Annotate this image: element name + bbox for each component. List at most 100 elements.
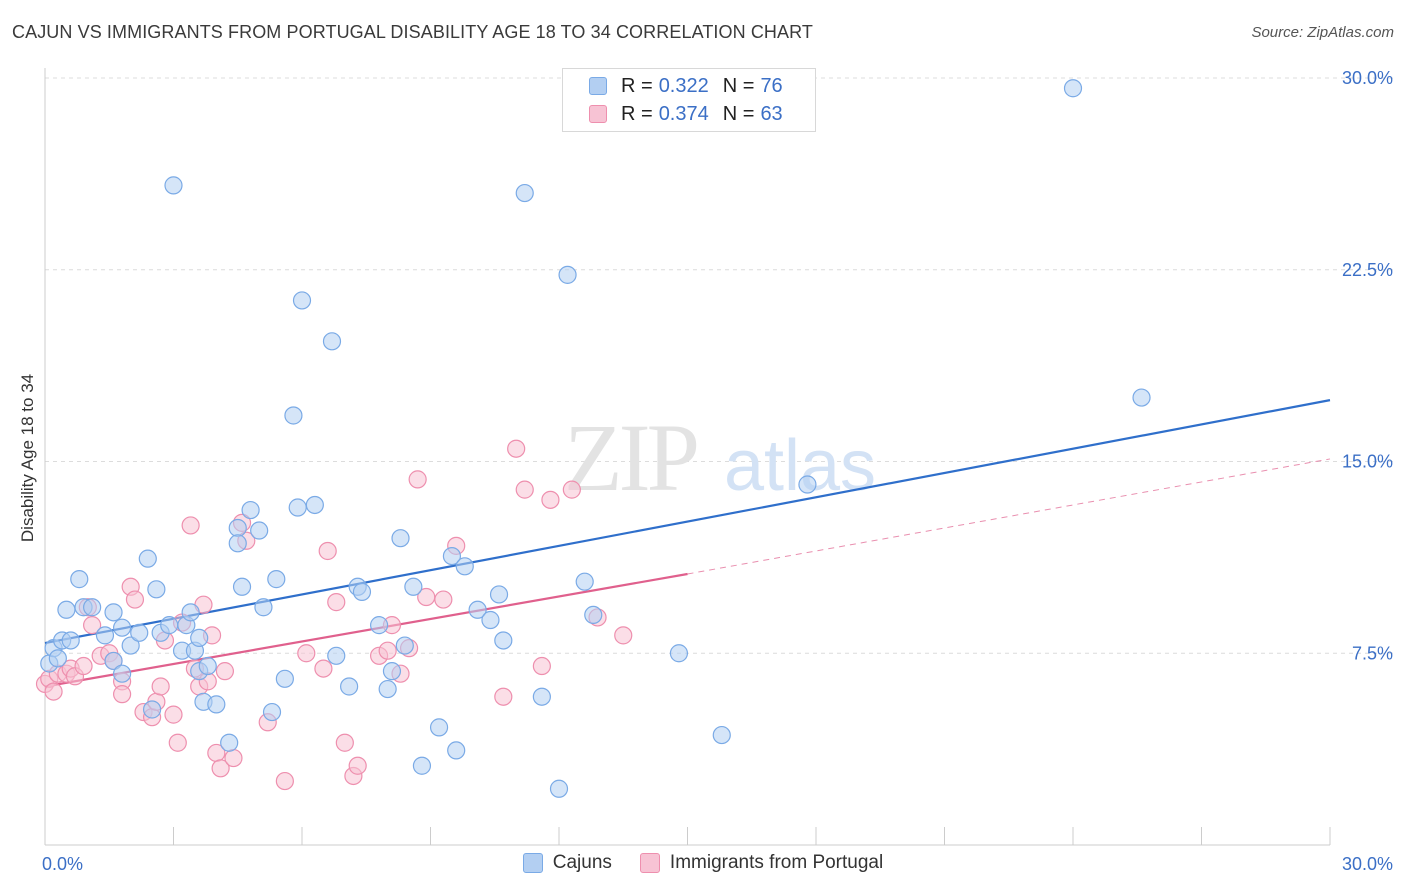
- cajuns-point: [284, 406, 303, 425]
- portugal-point: [275, 771, 294, 791]
- portugal-point: [112, 685, 132, 704]
- cajuns-point: [412, 756, 432, 775]
- portugal-point: [507, 439, 526, 458]
- cajuns-point: [83, 598, 102, 617]
- cajuns-point: [250, 521, 269, 540]
- portugal-point: [181, 516, 200, 535]
- cajuns-point: [267, 570, 286, 589]
- cajuns-point: [254, 598, 273, 617]
- cajuns-point: [481, 610, 500, 630]
- portugal-point: [562, 480, 581, 499]
- portugal-point: [168, 733, 187, 752]
- cajuns-point: [160, 616, 179, 635]
- cajuns-point: [198, 656, 217, 676]
- cajuns-point: [382, 662, 402, 681]
- portugal-point: [224, 748, 243, 768]
- chart-source: Source: ZipAtlas.com: [1251, 24, 1394, 41]
- n-label: N =: [722, 74, 755, 97]
- cajuns-legend-swatch: [522, 853, 543, 873]
- portugal-point: [494, 687, 513, 706]
- portugal-point: [378, 641, 397, 660]
- cajuns-point: [275, 669, 294, 688]
- cajuns-point: [112, 664, 132, 683]
- stats-legend: R = 0.322 N = 76 R = 0.374 N = 63: [562, 68, 816, 132]
- cajuns-point: [138, 549, 157, 568]
- portugal-legend-swatch: [639, 853, 660, 873]
- stats-legend-row-portugal: R = 0.374 N = 63: [589, 101, 797, 127]
- cajuns-point: [327, 646, 346, 665]
- legend-item-portugal[interactable]: Immigrants from Portugal: [639, 852, 884, 874]
- cajuns-point: [130, 623, 149, 642]
- cajuns-point: [549, 779, 569, 798]
- portugal-point: [532, 656, 551, 676]
- cajuns-point: [95, 626, 115, 645]
- cajuns-point: [262, 702, 282, 722]
- cajuns-point: [1132, 388, 1151, 407]
- tick-labels: 7.5% 15.0% 22.5% 30.0% 0.0% 30.0%: [42, 68, 1393, 874]
- portugal-point: [515, 480, 534, 499]
- cajuns-point: [468, 600, 487, 619]
- cajuns-point: [447, 741, 466, 760]
- cajuns-point: [292, 291, 312, 310]
- cajuns-point: [147, 580, 166, 599]
- portugal-point: [314, 659, 333, 678]
- portugal-swatch: [589, 105, 607, 123]
- cajuns-point: [340, 677, 359, 696]
- portugal-point: [151, 677, 170, 696]
- cajuns-point: [142, 700, 162, 719]
- cajuns-point: [378, 679, 397, 699]
- watermark-atlas: atlas: [724, 426, 876, 506]
- cajuns-point: [164, 176, 183, 195]
- portugal-trend-line: [44, 572, 688, 688]
- cajuns-point: [575, 572, 594, 591]
- cajuns-point: [57, 600, 76, 619]
- cajuns-point: [798, 475, 817, 494]
- portugal-point: [297, 644, 316, 663]
- r-label: R =: [621, 102, 653, 125]
- portugal-r-value: 0.374: [658, 102, 709, 125]
- n-label: N =: [722, 102, 755, 125]
- series-legend: Cajuns Immigrants from Portugal: [0, 852, 1406, 874]
- portugal-n-value: 63: [760, 102, 783, 125]
- cajuns-r-value: 0.322: [658, 74, 709, 97]
- portugal-point: [348, 756, 367, 775]
- cajuns-point: [228, 534, 247, 553]
- cajuns-point: [121, 636, 140, 655]
- cajuns-point: [181, 603, 200, 622]
- watermark-zip: ZIP: [564, 404, 697, 511]
- x-tick-label-max: 30.0%: [1342, 854, 1393, 874]
- cajuns-swatch: [589, 77, 607, 95]
- cajuns-point: [241, 500, 260, 520]
- cajuns-point: [489, 585, 509, 604]
- y-tick-label: 7.5%: [1352, 643, 1393, 663]
- cajuns-point: [429, 718, 449, 737]
- cajuns-point: [515, 183, 534, 203]
- portugal-legend-label: Immigrants from Portugal: [669, 852, 884, 873]
- portugal-point: [335, 733, 354, 752]
- cajuns-point: [455, 557, 474, 576]
- cajuns-point: [584, 605, 603, 625]
- y-tick-label: 30.0%: [1342, 68, 1393, 88]
- cajuns-point: [232, 577, 252, 596]
- stats-legend-row-cajuns: R = 0.322 N = 76: [589, 73, 797, 99]
- cajuns-point: [112, 618, 132, 637]
- cajuns-point: [322, 332, 342, 351]
- portugal-point: [434, 590, 453, 609]
- cajuns-point: [1063, 79, 1083, 98]
- cajuns-point: [104, 651, 123, 671]
- legend-item-cajuns[interactable]: Cajuns: [522, 852, 612, 874]
- chart-title: CAJUN VS IMMIGRANTS FROM PORTUGAL DISABI…: [12, 22, 814, 42]
- data-points: [35, 79, 1151, 798]
- portugal-point: [215, 662, 234, 681]
- cajuns-point: [532, 687, 551, 706]
- portugal-trend-extension: [687, 458, 1331, 575]
- portugal-point: [541, 490, 560, 509]
- cajuns-point: [190, 628, 209, 648]
- portugal-point: [74, 656, 93, 676]
- cajuns-point: [288, 498, 307, 517]
- cajuns-legend-label: Cajuns: [552, 852, 612, 873]
- axes: [44, 68, 1331, 846]
- portugal-point: [125, 590, 145, 609]
- cajuns-point: [370, 616, 389, 635]
- cajuns-point: [104, 603, 123, 622]
